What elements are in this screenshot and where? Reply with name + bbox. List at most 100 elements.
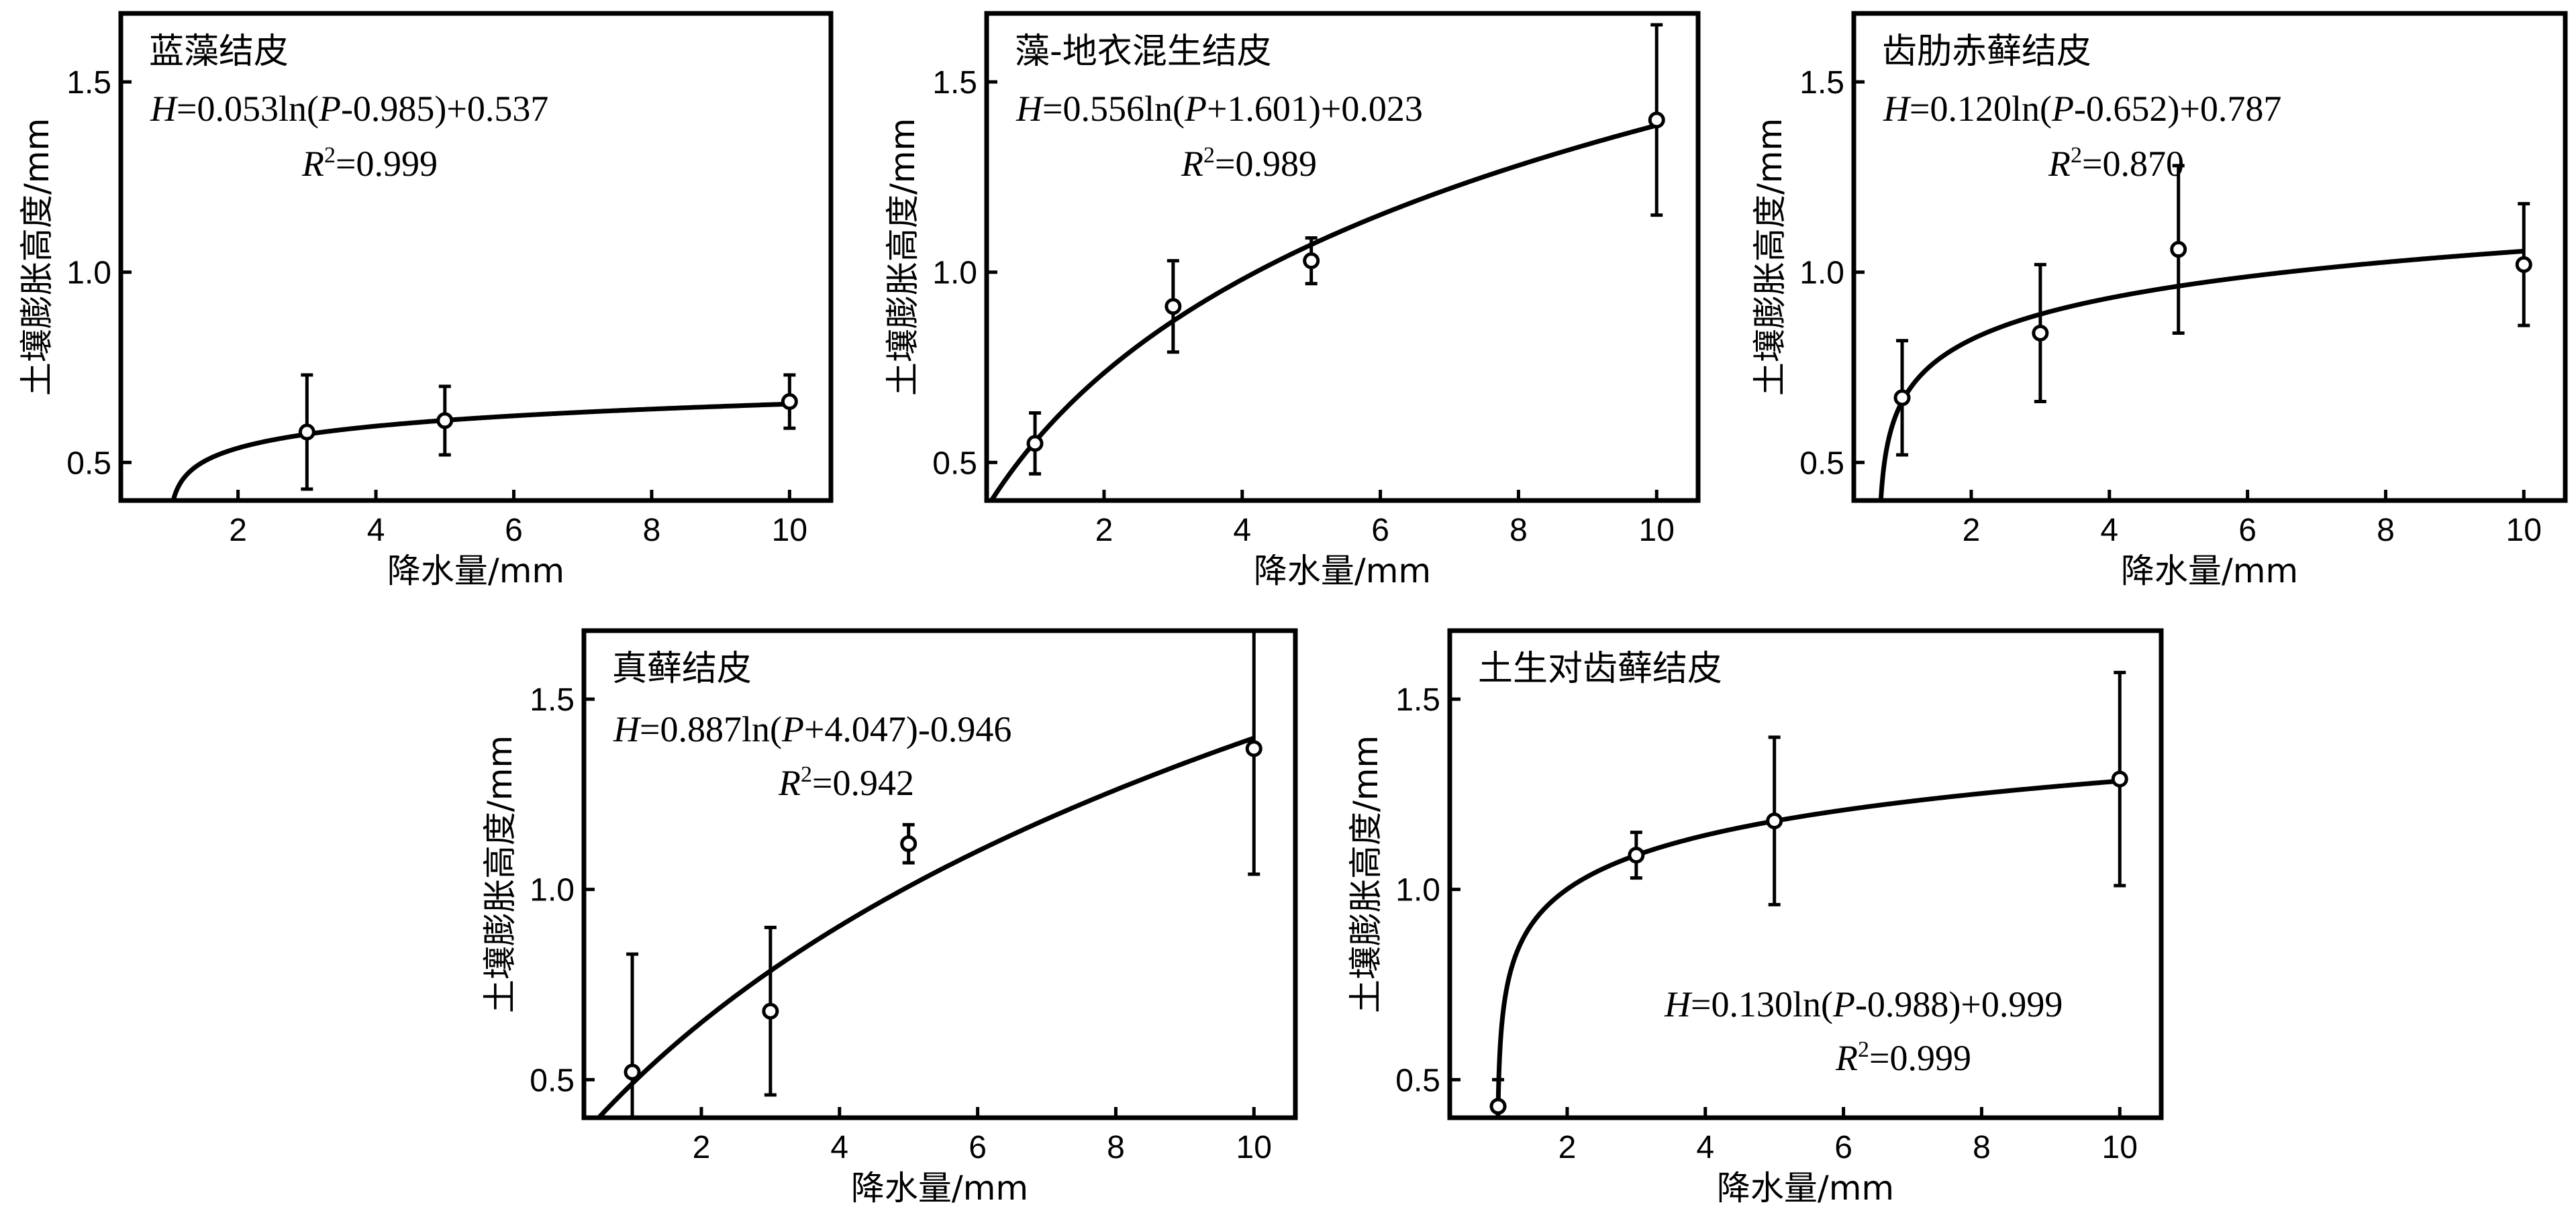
y-tick-label: 0.5 [1395,1063,1440,1098]
chart-panel-5: 2 4 6 8 10 0.5 1.0 1.5 土生对齿藓结皮 H=0.130ln(P-0.988)… [1346,628,2164,1208]
x-tick-label: 10 [2102,1130,2138,1165]
data-point [1245,740,1262,757]
chart-panel-3: 2 4 6 8 10 0.5 1.0 1.5 齿肋赤藓结皮 H=0.120ln(P-0.652)+… [1750,11,2568,590]
y-tick-label: 1.0 [1395,873,1440,908]
y-tick-label: 1.0 [932,256,977,291]
y-tick-label: 1.5 [530,682,575,718]
data-point [1628,847,1645,864]
y-tick-label: 1.0 [66,256,111,291]
fit-curve [1878,248,2524,500]
y-tick-label: 1.0 [530,873,575,908]
r-squared: R2=0.999 [301,143,438,184]
fit-equation: H=0.120ln(P-0.652)+0.787 [1883,89,2281,129]
y-axis-label: 土壤膨胀高度/mm [1750,118,1789,396]
y-tick-label: 0.5 [66,445,111,481]
x-tick-label: 6 [969,1130,987,1165]
x-tick-label: 4 [367,513,385,548]
fit-curve [1495,778,2120,1118]
x-tick-label: 6 [2238,513,2257,548]
fit-curve [988,123,1658,500]
panel-title: 土生对齿藓结皮 [1478,649,1722,689]
x-tick-label: 4 [1233,513,1251,548]
x-tick-label: 8 [643,513,661,548]
x-tick-label: 10 [1639,513,1675,548]
chart-panel-4: 2 4 6 8 10 0.5 1.0 1.5 真藓结皮 H=0.887ln(P+4.047)-0.… [481,628,1298,1208]
data-point [900,835,918,853]
fit-equation: H=0.887ln(P+4.047)-0.946 [613,709,1011,749]
x-tick-label: 6 [505,513,523,548]
y-tick-label: 1.5 [932,65,977,101]
r-squared: R2=0.999 [1835,1037,1971,1078]
plot-frame [581,628,1298,1120]
x-tick-label: 10 [2506,513,2542,548]
data-point [298,423,315,441]
data-point [762,1002,779,1020]
x-axis-label: 降水量/mm [1717,1169,1894,1208]
y-tick-label: 1.5 [1395,682,1440,718]
fit-curve [170,401,790,500]
data-point [2111,770,2128,788]
y-tick-label: 1.5 [1799,65,1844,101]
x-axis-label: 降水量/mm [1254,551,1431,590]
data-point [1893,389,1911,407]
r-squared: R2=0.870 [2048,143,2184,184]
data-point [2515,256,2532,273]
x-tick-label: 8 [2377,513,2395,548]
data-point [1648,111,1665,129]
x-axis-label: 降水量/mm [387,551,564,590]
x-tick-label: 10 [772,513,807,548]
x-tick-label: 8 [1509,513,1528,548]
y-axis-label: 土壤膨胀高度/mm [17,118,56,396]
x-tick-label: 4 [830,1130,848,1165]
fit-equation: H=0.556ln(P+1.601)+0.023 [1015,89,1423,129]
y-axis-label: 土壤膨胀高度/mm [883,118,922,396]
panel-title: 蓝藻结皮 [149,32,289,72]
x-axis-label: 降水量/mm [2121,551,2298,590]
y-tick-label: 1.5 [66,65,111,101]
x-tick-label: 6 [1834,1130,1852,1165]
panel-title: 齿肋赤藓结皮 [1882,32,2091,72]
x-tick-label: 8 [1107,1130,1125,1165]
y-tick-label: 0.5 [932,445,977,481]
data-point [1026,435,1044,452]
fit-curve [595,735,1255,1118]
x-tick-label: 2 [229,513,247,548]
x-tick-label: 2 [693,1130,711,1165]
y-axis-label: 土壤膨胀高度/mm [1346,735,1385,1013]
fit-equation: H=0.130ln(P-0.988)+0.999 [1664,984,2063,1024]
y-tick-label: 0.5 [530,1063,575,1098]
y-axis-label: 土壤膨胀高度/mm [481,735,519,1013]
y-tick-label: 0.5 [1799,445,1844,481]
chart-panel-1: 2 4 6 8 10 0.5 1.0 1.5 蓝藻结皮 H=0.053ln(P-0.985)+0.… [17,11,834,590]
panel-title: 真藓结皮 [612,649,752,689]
data-point [1489,1098,1507,1115]
data-point [436,412,454,429]
data-point [624,1063,641,1081]
data-point [1303,252,1320,270]
fit-equation: H=0.053ln(P-0.985)+0.537 [150,89,548,129]
data-point [1165,298,1182,315]
plot-frame [1447,628,2164,1120]
x-tick-label: 10 [1236,1130,1272,1165]
x-tick-label: 2 [1558,1130,1577,1165]
x-tick-label: 8 [1973,1130,1991,1165]
data-point [781,393,798,411]
plot-frame [984,11,1701,503]
x-tick-label: 2 [1095,513,1113,548]
y-tick-label: 1.0 [1799,256,1844,291]
chart-panel-2: 2 4 6 8 10 0.5 1.0 1.5 藻-地衣混生结皮 H=0.556ln(P+1.601… [883,11,1701,590]
data-point [2170,241,2187,258]
plot-frame [118,11,834,503]
r-squared: R2=0.989 [1181,143,1317,184]
data-point [1766,812,1783,830]
plot-frame [1851,11,2568,503]
x-axis-label: 降水量/mm [851,1169,1028,1208]
x-tick-label: 4 [2100,513,2118,548]
panel-title: 藻-地衣混生结皮 [1015,32,1272,72]
x-tick-label: 4 [1696,1130,1714,1165]
r-squared: R2=0.942 [778,762,914,803]
x-tick-label: 6 [1371,513,1389,548]
data-point [2032,324,2049,341]
x-tick-label: 2 [1963,513,1981,548]
